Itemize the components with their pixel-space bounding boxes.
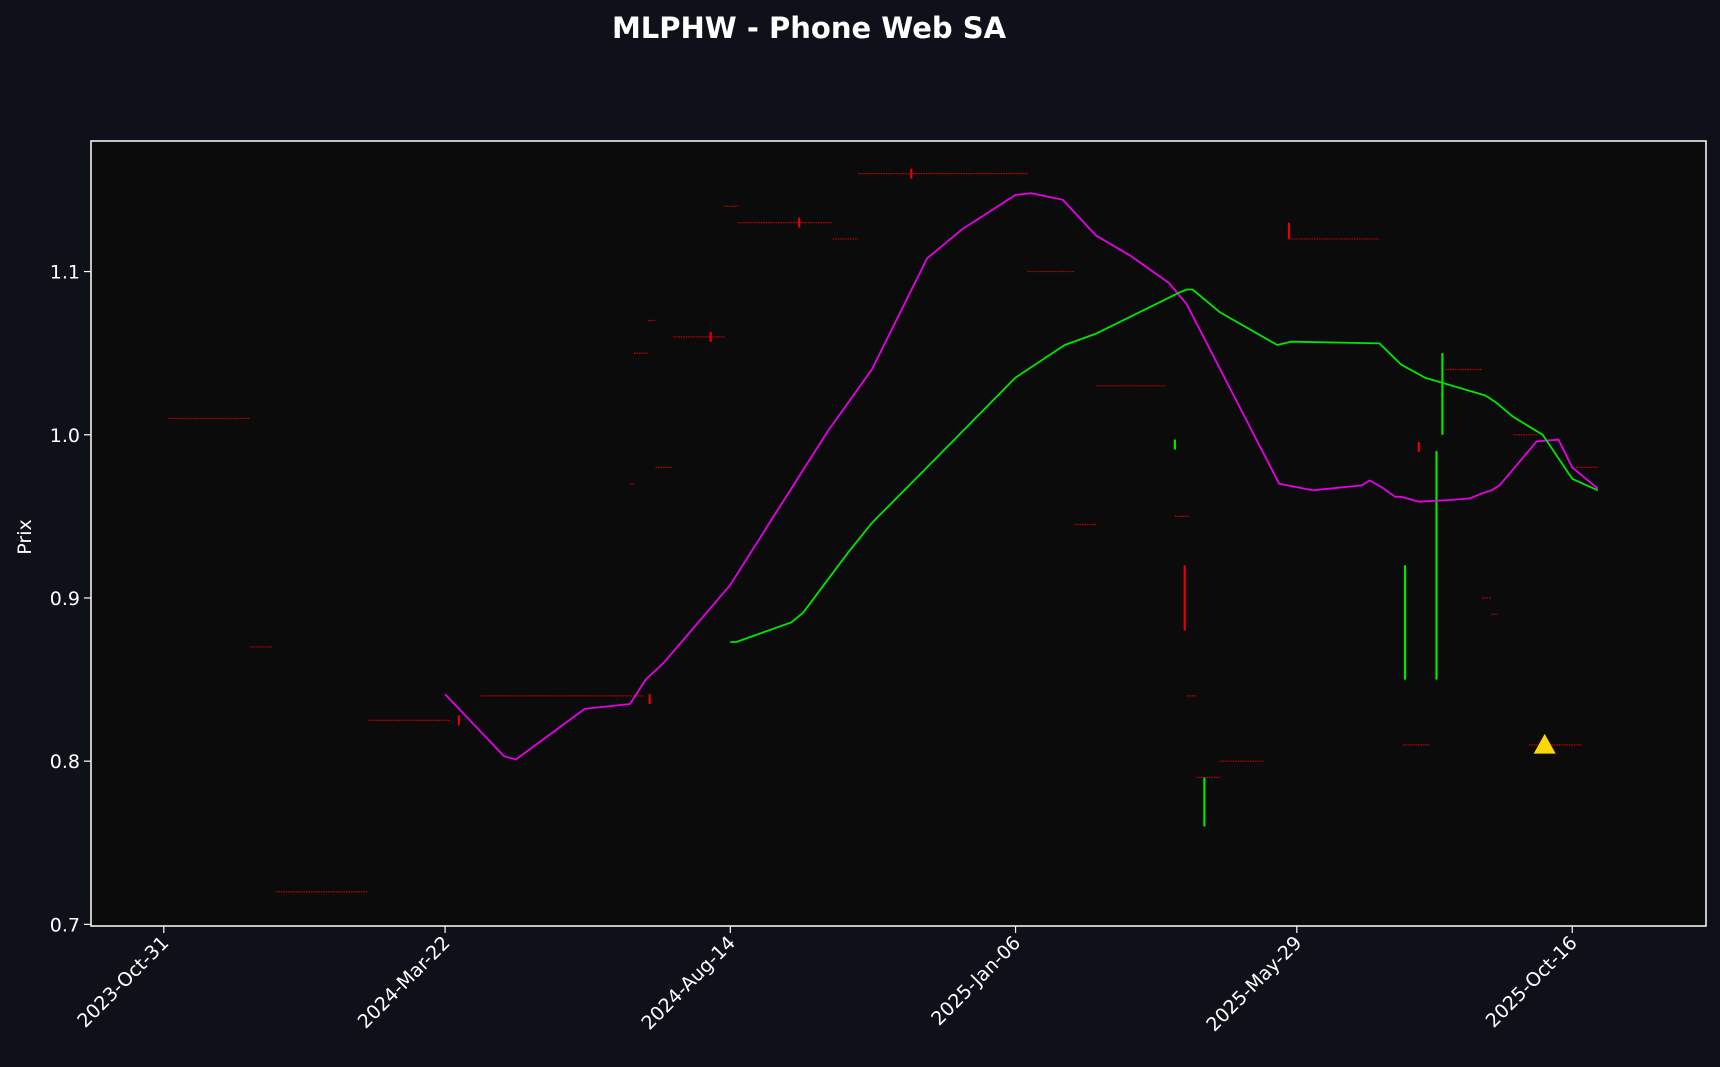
plot-area — [90, 140, 1707, 927]
series-line-ma-fast — [444, 192, 1599, 761]
x-tick-label: 2025-Jan-06 — [927, 932, 1025, 1030]
y-tick-label: 0.9 — [50, 588, 80, 610]
x-tick-label: 2024-Mar-22 — [354, 932, 455, 1033]
price-bars — [457, 168, 1444, 827]
y-tick-label: 0.8 — [50, 751, 80, 773]
x-tick-label: 2024-Aug-14 — [637, 932, 739, 1034]
signal-markers — [1533, 733, 1556, 754]
chart-title: MLPHW - Phone Web SA — [612, 11, 1007, 45]
signal-triangle-marker — [1533, 733, 1556, 754]
y-tick-label: 0.7 — [50, 914, 80, 936]
y-axis: 0.7 0.8 0.9 1.0 1.1 — [50, 262, 91, 936]
x-tick-label: 2025-Oct-16 — [1482, 932, 1582, 1032]
x-tick-label: 2023-Oct-31 — [73, 932, 173, 1032]
y-tick-label: 1.1 — [50, 262, 80, 284]
flat-price-segments — [167, 173, 1598, 893]
series-line-ma-slow — [730, 288, 1599, 643]
moving-average-lines — [444, 192, 1599, 761]
y-axis-label: Prix — [14, 519, 36, 554]
y-tick-label: 1.0 — [50, 425, 80, 447]
x-axis: 2023-Oct-31 2024-Mar-22 2024-Aug-14 2025-Ja… — [73, 926, 1582, 1036]
x-tick-label: 2025-May-29 — [1202, 932, 1306, 1036]
